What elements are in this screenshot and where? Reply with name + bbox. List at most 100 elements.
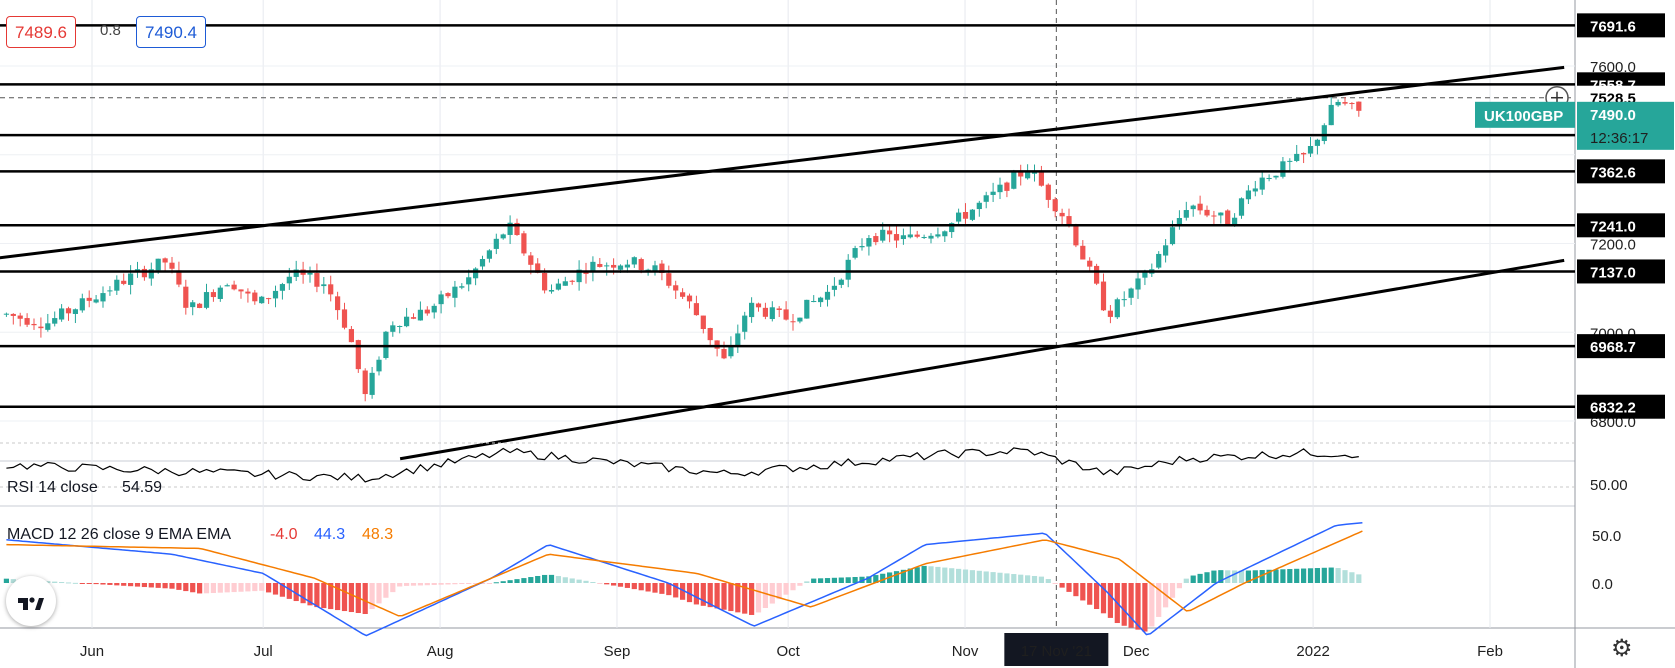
candle-body xyxy=(224,285,230,287)
candle-body xyxy=(507,222,513,235)
candle-body xyxy=(1038,172,1045,186)
macd-histogram-bar xyxy=(190,583,196,593)
candle-body xyxy=(1100,281,1107,311)
candle-body xyxy=(86,297,92,301)
macd-histogram-bar xyxy=(162,583,168,589)
price-tag-bg xyxy=(1577,259,1665,284)
candle-body xyxy=(410,317,417,319)
macd-histogram-bar xyxy=(652,583,658,593)
tradingview-logo-icon[interactable] xyxy=(6,576,56,626)
macd-histogram-bar xyxy=(1335,568,1341,583)
price-axis-label: 7200.0 xyxy=(1590,237,1636,254)
macd-histogram-bar xyxy=(362,583,368,615)
candle-body xyxy=(376,359,382,372)
candle-body xyxy=(1211,215,1217,217)
macd-histogram-bar xyxy=(341,583,348,612)
trendline[interactable] xyxy=(0,65,1565,260)
candle-body xyxy=(1135,278,1141,290)
candle-body xyxy=(969,209,976,220)
price-tag-label: 7362.6 xyxy=(1590,164,1636,181)
macd-histogram-bar xyxy=(1314,568,1321,583)
macd-histogram-bar xyxy=(1004,573,1010,583)
macd-histogram-bar xyxy=(376,583,382,604)
candle-body xyxy=(1266,177,1272,179)
macd-histogram-bar xyxy=(783,583,789,595)
macd-histogram-bar xyxy=(424,583,430,586)
macd-histogram-bar xyxy=(1038,576,1045,583)
macd-histogram-bar xyxy=(328,583,334,610)
macd-histogram-bar xyxy=(1149,583,1155,627)
candle-body xyxy=(190,302,196,308)
time-axis-label: Oct xyxy=(776,643,800,660)
crosshair-date-tag xyxy=(1004,633,1109,666)
macd-histogram-bar xyxy=(1342,570,1348,583)
candle-body xyxy=(1294,153,1300,161)
price-axis-label: 7600.0 xyxy=(1590,59,1636,76)
macd-histogram-bar xyxy=(1356,574,1362,583)
macd-histogram-bar xyxy=(942,567,948,583)
candle-body xyxy=(666,273,672,286)
candle-body xyxy=(348,329,355,343)
candle-body xyxy=(1307,145,1314,154)
candle-body xyxy=(59,308,65,320)
candle-body xyxy=(617,265,624,270)
macd-histogram-bar xyxy=(1128,583,1134,628)
macd-histogram-bar xyxy=(390,583,396,593)
settings-gear-icon[interactable]: ⚙ xyxy=(1611,635,1633,662)
candle-body xyxy=(1204,209,1210,216)
macd-histogram-bar xyxy=(59,582,65,584)
macd-histogram-bar xyxy=(583,580,589,583)
macd-histogram-bar xyxy=(1197,573,1203,583)
candle-body xyxy=(831,285,838,290)
macd-histogram-bar xyxy=(673,583,679,598)
macd-histogram-bar xyxy=(1080,583,1086,601)
candle-body xyxy=(10,313,16,316)
macd-histogram-bar xyxy=(314,583,320,608)
macd-histogram-bar xyxy=(1066,583,1072,592)
candle-body xyxy=(1218,212,1224,216)
macd-histogram-bar xyxy=(417,583,424,586)
candle-body xyxy=(31,323,37,326)
candle-body xyxy=(445,293,451,297)
candle-body xyxy=(148,269,154,279)
macd-histogram-bar xyxy=(1232,570,1238,583)
macd-histogram-bar xyxy=(990,572,996,583)
macd-histogram-bar xyxy=(279,583,286,597)
candle-body xyxy=(341,309,348,328)
candle-body xyxy=(548,290,555,292)
candle-body xyxy=(259,296,265,304)
macd-histogram-bar xyxy=(3,578,10,583)
trendline[interactable] xyxy=(399,258,1565,461)
candle-body xyxy=(769,307,775,320)
macd-histogram-bar xyxy=(907,568,913,583)
macd-histogram-bar xyxy=(100,583,106,585)
macd-histogram-bar xyxy=(245,583,251,592)
candle-body xyxy=(328,284,334,295)
macd-histogram-bar xyxy=(666,583,672,596)
candle-body xyxy=(438,294,444,305)
candle-body xyxy=(659,263,665,274)
bid-price-box[interactable]: 7489.6 xyxy=(6,16,76,48)
candle-body xyxy=(45,323,51,330)
macd-histogram-bar xyxy=(693,583,700,605)
macd-histogram-bar xyxy=(1238,570,1245,583)
candle-body xyxy=(624,264,631,268)
candle-body xyxy=(1087,260,1093,267)
macd-histogram-bar xyxy=(1328,567,1334,583)
candle-body xyxy=(1301,152,1307,155)
price-tag-bg xyxy=(1577,213,1665,238)
candle-body xyxy=(1232,217,1238,225)
candle-body xyxy=(114,279,120,291)
ask-price-box[interactable]: 7490.4 xyxy=(136,16,206,48)
candle-body xyxy=(693,303,700,316)
candle-body xyxy=(1107,310,1114,317)
rsi-axis-label: 50.00 xyxy=(1590,477,1628,494)
macd-histogram-bar xyxy=(576,579,582,583)
candle-body xyxy=(1245,190,1252,200)
candle-body xyxy=(176,270,182,285)
macd-histogram-bar xyxy=(1301,568,1307,583)
candle-body xyxy=(52,318,58,324)
macd-signal-value: 48.3 xyxy=(362,526,393,543)
macd-histogram-bar xyxy=(148,583,154,588)
